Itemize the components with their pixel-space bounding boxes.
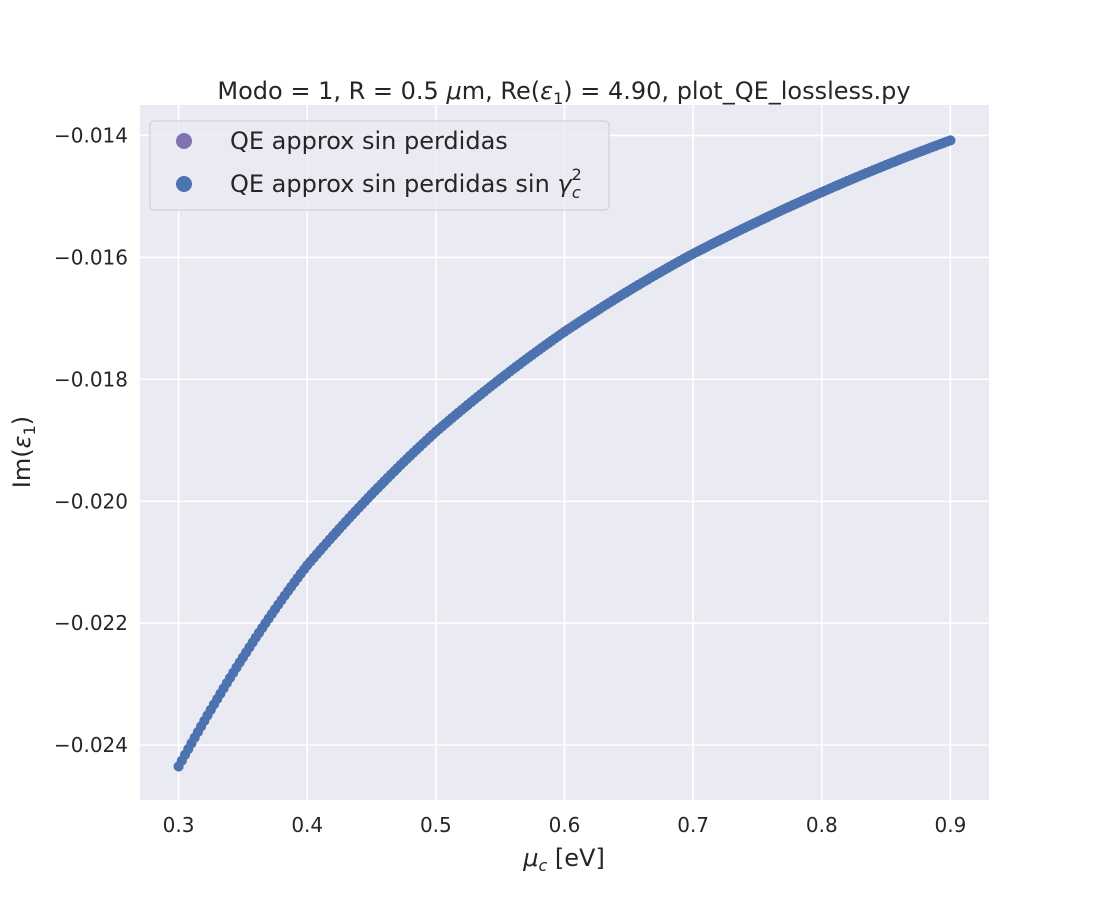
x-axis-label: μc [eV] <box>522 844 605 875</box>
x-tick-label: 0.5 <box>420 813 452 837</box>
x-tick-labels: 0.3 0.4 0.5 0.6 0.7 0.8 0.9 <box>163 813 967 837</box>
y-axis-label: Im(ε1) <box>8 416 39 488</box>
legend-marker-series-2 <box>176 176 192 192</box>
legend-marker-series-1 <box>176 133 192 149</box>
series-2 <box>173 135 956 772</box>
grid <box>140 105 989 800</box>
y-tick-label: −0.024 <box>54 733 128 757</box>
y-tick-label: −0.020 <box>54 489 128 513</box>
y-tick-label: −0.016 <box>54 245 128 269</box>
data-point <box>945 135 956 146</box>
x-tick-label: 0.7 <box>677 813 709 837</box>
x-tick-label: 0.4 <box>291 813 323 837</box>
x-tick-label: 0.8 <box>806 813 838 837</box>
y-tick-labels: −0.024 −0.022 −0.020 −0.018 −0.016 −0.014 <box>54 123 128 757</box>
legend-label-series-2: QE approx sin perdidas sin γ2 c <box>230 165 582 202</box>
x-tick-label: 0.9 <box>935 813 967 837</box>
chart-title: Modo = 1, R = 0.5 μm, Re(ε1) = 4.90, plo… <box>217 77 910 108</box>
x-tick-label: 0.6 <box>549 813 581 837</box>
y-tick-label: −0.014 <box>54 123 128 147</box>
legend: QE approx sin perdidas QE approx sin per… <box>149 120 610 211</box>
legend-box <box>149 120 610 211</box>
legend-label-series-1: QE approx sin perdidas <box>230 127 508 155</box>
x-tick-label: 0.3 <box>163 813 195 837</box>
data-points <box>173 135 956 772</box>
y-tick-label: −0.022 <box>54 611 128 635</box>
y-tick-label: −0.018 <box>54 367 128 391</box>
